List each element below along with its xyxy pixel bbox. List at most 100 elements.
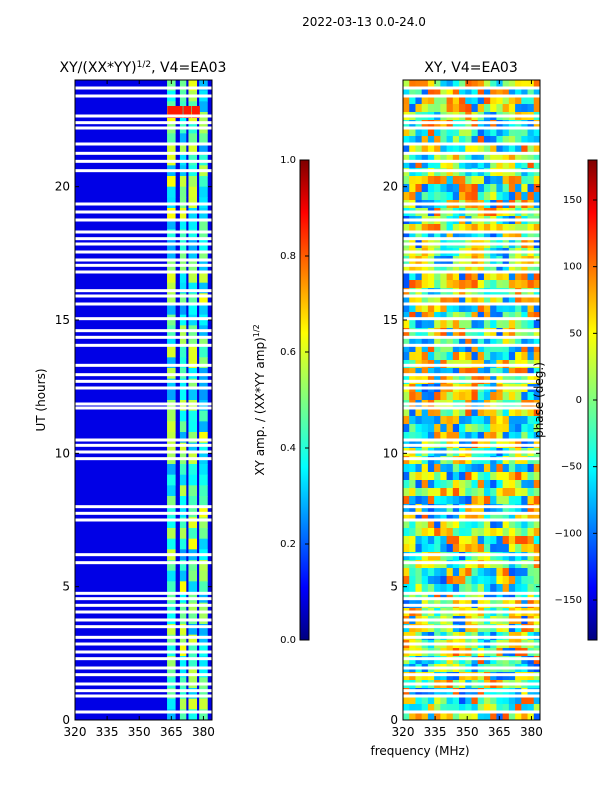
flagged-row [75, 650, 212, 654]
right-cell [477, 184, 485, 193]
right-cell [533, 544, 541, 553]
left-band-cell [167, 624, 176, 636]
right-cell [452, 408, 460, 417]
right-cell [521, 688, 529, 697]
right-cell [477, 312, 485, 321]
right-cell [527, 576, 535, 585]
right-cell [508, 712, 516, 721]
right-cell [440, 416, 448, 425]
right-cell [409, 464, 416, 473]
right-cell [403, 280, 410, 289]
left-band-cell [167, 389, 176, 401]
right-cell [483, 560, 491, 569]
x-tick-label: 380 [520, 725, 543, 739]
flagged-row [75, 603, 212, 607]
left-band-cell [179, 240, 187, 252]
right-cell [515, 232, 522, 241]
y-tick-label: 5 [62, 580, 70, 594]
right-cell [415, 584, 423, 593]
right-cell [403, 584, 410, 593]
flagged-row [75, 343, 212, 347]
right-cell [521, 160, 529, 169]
right-cell [409, 504, 416, 513]
right-cell [490, 472, 497, 481]
left-band-cell [188, 346, 198, 358]
right-cell [496, 184, 504, 193]
right-cell [496, 560, 504, 569]
right-cell [434, 528, 441, 537]
right-cell [533, 576, 541, 585]
right-cell [434, 656, 441, 665]
left-band-cell [188, 250, 198, 262]
right-cell [459, 320, 466, 329]
right-cell [440, 584, 448, 593]
flagged-row [403, 250, 540, 254]
right-cell [515, 584, 522, 593]
left-panel-title: XY/(XX*YY)1/2, V4=EA03 [60, 60, 227, 76]
right-cell [483, 496, 491, 505]
right-cell [452, 512, 460, 521]
right-cell [403, 696, 410, 705]
right-cell [471, 520, 479, 529]
flagged-row [403, 511, 540, 515]
right-cell [452, 288, 460, 297]
flagged-row [75, 666, 212, 670]
right-cell [477, 264, 485, 273]
right-cell [415, 344, 423, 353]
right-cell [502, 272, 510, 281]
right-cell [477, 408, 485, 417]
right-cell [459, 672, 466, 681]
right-cell [496, 536, 504, 545]
right-cell [527, 168, 535, 177]
right-cell [459, 264, 466, 273]
right-cell [415, 320, 423, 329]
right-cell [409, 336, 416, 345]
right-cell [409, 592, 416, 601]
right-axes-frame [402, 79, 541, 721]
right-cell [440, 224, 448, 233]
right-cell [477, 80, 485, 89]
right-cell [483, 536, 491, 545]
right-cell [465, 88, 472, 97]
right-cell [477, 504, 485, 513]
right-cell [465, 656, 472, 665]
right-cell [452, 488, 460, 497]
flagged-row [403, 650, 540, 654]
left-x-ticks: 320 335 350 365 380 [64, 80, 215, 739]
left-band-cell [199, 560, 208, 572]
flagged-row [403, 94, 540, 98]
right-cell [533, 232, 541, 241]
right-cell [490, 168, 497, 177]
right-cell [490, 368, 497, 377]
right-cell [471, 560, 479, 569]
right-cell [465, 288, 472, 297]
right-cell [496, 568, 504, 577]
right-cell [427, 336, 435, 345]
right-cell [471, 712, 479, 721]
right-cell [521, 704, 529, 713]
flagged-row [403, 237, 540, 241]
flagged-row [75, 625, 212, 629]
right-cell [403, 528, 410, 537]
flagged-row [403, 379, 540, 383]
right-cell [421, 224, 429, 233]
right-cell [459, 120, 466, 129]
right-cell [533, 136, 541, 145]
left-band-cell [188, 336, 198, 348]
right-cell [427, 480, 435, 489]
right-cell [427, 456, 435, 465]
right-cell [446, 80, 454, 89]
right-cell [483, 584, 491, 593]
left-band-cell [167, 304, 176, 316]
right-cell [409, 96, 416, 105]
right-cell [427, 352, 435, 361]
right-cell [496, 456, 504, 465]
right-cell [415, 672, 423, 681]
right-cell [427, 544, 435, 553]
right-cell [533, 128, 541, 137]
right-cell [508, 160, 516, 169]
right-cell [440, 176, 448, 185]
right-cell [415, 136, 423, 145]
right-cell [409, 272, 416, 281]
right-cell [502, 104, 510, 113]
